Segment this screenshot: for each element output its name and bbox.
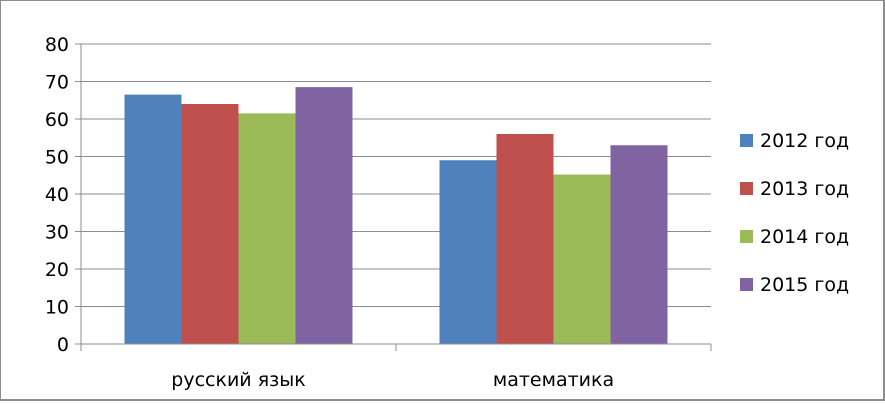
- bar-2015-год-1: [610, 145, 668, 344]
- x-tick-label-0: русский язык: [171, 369, 305, 391]
- legend-swatch-3: [740, 278, 753, 291]
- y-tick-label-70: 70: [45, 72, 69, 94]
- legend-label-2: 2014 год: [760, 226, 849, 248]
- y-tick-label-10: 10: [45, 297, 69, 319]
- axes: [80, 44, 712, 351]
- y-tick-label-20: 20: [45, 259, 69, 281]
- legend-label-3: 2015 год: [760, 274, 849, 296]
- legend: 2012 год 2013 год 2014 год 2015 год: [740, 130, 849, 296]
- bar-2013-год-1: [496, 134, 554, 344]
- bar-2013-год-0: [181, 104, 239, 344]
- legend-swatch-0: [740, 134, 753, 147]
- legend-label-1: 2013 год: [760, 178, 849, 200]
- y-tick-label-60: 60: [45, 109, 69, 131]
- bar-2015-год-0: [295, 87, 353, 344]
- bar-2012-год-0: [124, 94, 182, 344]
- y-tick-label-50: 50: [45, 147, 69, 169]
- y-tick-label-80: 80: [45, 34, 69, 56]
- bar-2012-год-1: [439, 160, 497, 344]
- y-axis-ticks: 0 10 20 30 40 50 60 70 80: [45, 34, 81, 356]
- legend-label-0: 2012 год: [760, 130, 849, 152]
- bar-2014-год-1: [553, 174, 611, 344]
- y-tick-label-40: 40: [45, 184, 69, 206]
- bar-2014-год-0: [238, 113, 296, 344]
- x-tick-label-1: математика: [493, 369, 614, 391]
- x-axis-labels: русский язык математика: [171, 369, 614, 391]
- legend-swatch-1: [740, 182, 753, 195]
- y-tick-label-30: 30: [45, 222, 69, 244]
- y-tick-label-0: 0: [57, 334, 69, 356]
- bars: [124, 87, 668, 344]
- legend-swatch-2: [740, 230, 753, 243]
